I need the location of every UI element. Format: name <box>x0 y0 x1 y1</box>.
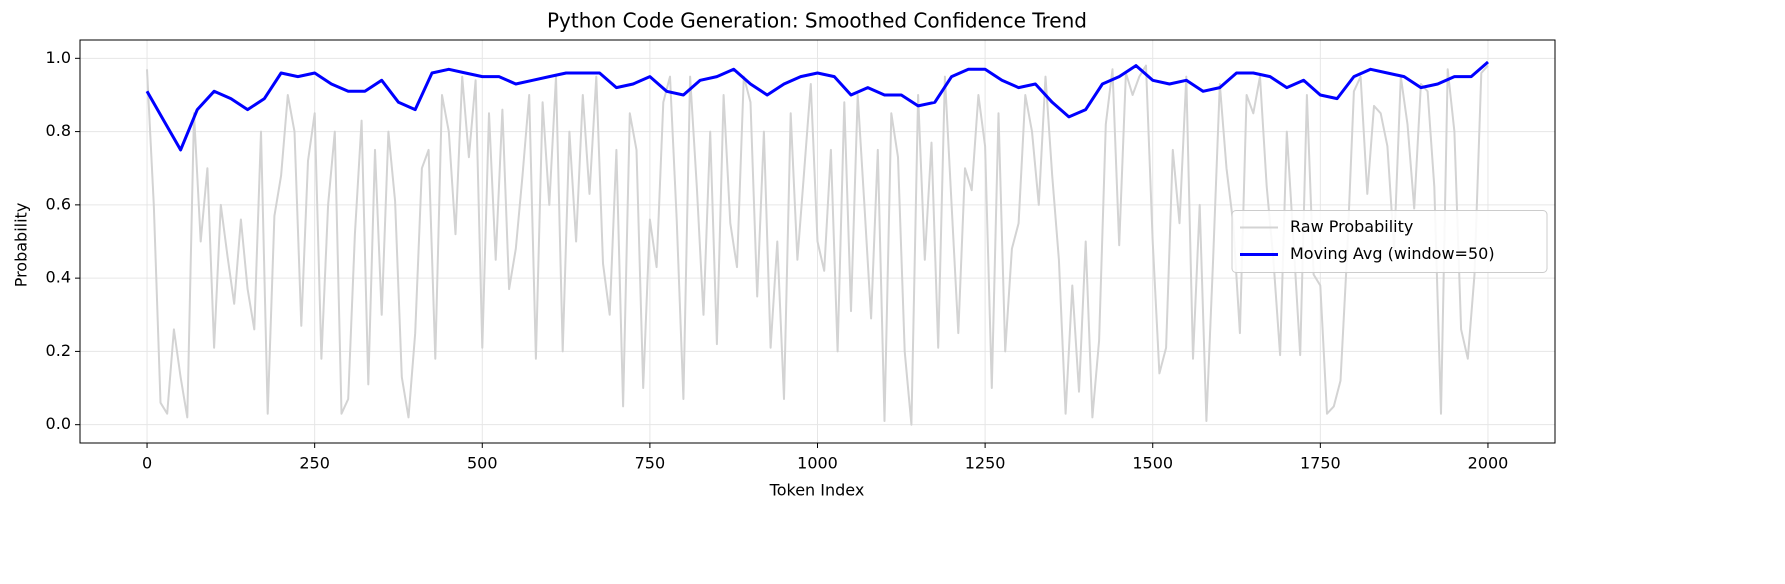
y-tick-label: 0.2 <box>46 341 71 360</box>
x-axis-label: Token Index <box>769 481 865 500</box>
x-tick-label: 1500 <box>1132 454 1173 473</box>
chart-title: Python Code Generation: Smoothed Confide… <box>547 9 1087 33</box>
y-tick-label: 1.0 <box>46 48 71 67</box>
y-axis-label: Probability <box>12 203 31 288</box>
legend-box <box>1231 210 1548 273</box>
x-tick-label: 1000 <box>797 454 838 473</box>
y-tick-label: 0.0 <box>46 414 71 433</box>
x-tick-label: 1750 <box>1300 454 1341 473</box>
series-line <box>145 60 1489 152</box>
legend-label: Raw Probability <box>1290 217 1413 236</box>
x-tick-label: 2000 <box>1468 454 1509 473</box>
x-tick-label: 1250 <box>965 454 1006 473</box>
y-tick-label: 0.8 <box>46 121 71 140</box>
x-tick-label: 0 <box>142 454 152 473</box>
x-tick-label: 750 <box>635 454 666 473</box>
legend-label: Moving Avg (window=50) <box>1290 244 1495 263</box>
y-tick-label: 0.4 <box>46 268 71 287</box>
plot-frame <box>79 39 1556 444</box>
x-tick-label: 500 <box>467 454 498 473</box>
series-line <box>146 64 1489 426</box>
x-tick-label: 250 <box>299 454 330 473</box>
y-tick-label: 0.6 <box>46 194 71 213</box>
